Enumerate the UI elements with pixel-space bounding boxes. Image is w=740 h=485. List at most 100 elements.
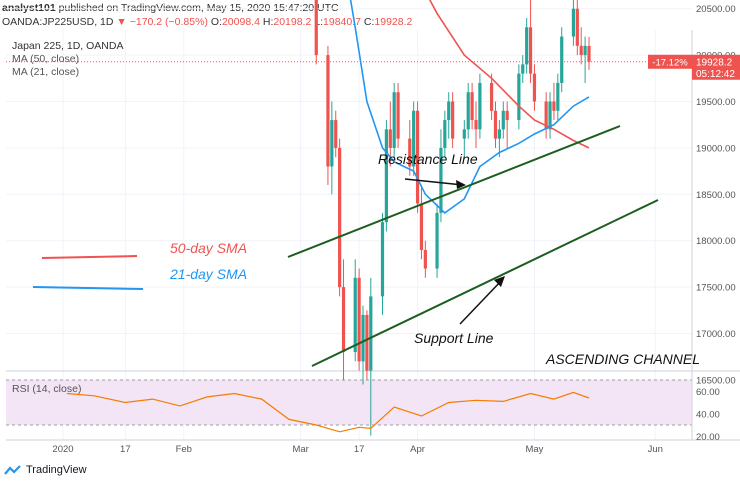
candle-body [361, 314, 365, 362]
symbol-label: OANDA:JP225USD, 1D [2, 16, 114, 28]
resistance-arrow [404, 178, 464, 186]
candle [412, 101, 416, 176]
candle [357, 268, 361, 371]
candle-body [314, 0, 318, 56]
support-arrow-head-icon [494, 276, 505, 287]
candle [556, 73, 560, 121]
legend-ma21: MA (21, close) [12, 66, 79, 78]
badge-countdown: 05:12:42 [696, 69, 735, 80]
candle-body [497, 129, 501, 139]
candle [532, 64, 537, 111]
candles [314, 0, 591, 436]
candle-body [521, 64, 525, 74]
candle-body [544, 101, 548, 130]
candle [517, 64, 521, 130]
low-label: L: [314, 16, 324, 28]
candle-body [447, 101, 451, 121]
time-tick-label: Jun [648, 444, 663, 455]
price-tick-label: 19500.00 [696, 97, 736, 108]
high-value: 20198.2 [273, 16, 312, 28]
badge-percent: -17.12% [652, 57, 688, 68]
candle [579, 27, 583, 65]
ma21-line [349, 0, 590, 214]
rsi-label: RSI (14, close) [12, 383, 81, 395]
close-value: 19928.2 [374, 16, 413, 28]
candle [462, 120, 466, 158]
time-tick-label: May [525, 444, 543, 455]
candle [443, 110, 447, 158]
candle [423, 240, 427, 278]
candle [392, 82, 396, 158]
legend-ma50: MA (50, close) [12, 53, 79, 65]
candle [501, 101, 505, 139]
low-value: 19840.7 [323, 16, 361, 28]
support-label: Support Line [414, 330, 494, 346]
candle-body [532, 73, 537, 102]
candle-body [451, 101, 455, 139]
candle-body [330, 120, 334, 167]
candle-body [528, 27, 533, 74]
candle-body [579, 45, 583, 56]
time-tick-label: 2020 [52, 444, 73, 455]
candle [396, 82, 400, 148]
candle [451, 92, 455, 148]
price-tick-label: 20500.00 [696, 4, 736, 15]
candle-body [466, 92, 470, 130]
time-tick-label: Mar [292, 444, 308, 455]
price-tick-label: 17500.00 [696, 283, 736, 294]
candle [334, 110, 338, 158]
candle-body [470, 92, 474, 121]
candle-body [357, 277, 361, 362]
rsi-axis: 20.00 40.00 60.00 [696, 387, 720, 443]
candle [548, 92, 552, 139]
price-tick-label: 17000.00 [696, 329, 736, 340]
candle [361, 305, 365, 385]
candle [571, 0, 576, 46]
rsi-tick-label: 20.00 [696, 432, 720, 443]
candle [435, 203, 439, 278]
candle [489, 73, 494, 121]
candle-body [462, 129, 466, 139]
price-tick-label: 18000.00 [696, 236, 736, 247]
channel-label: ASCENDING CHANNEL [545, 351, 700, 367]
candle-body [423, 249, 427, 269]
candle [380, 212, 385, 315]
price-tick-label: 16500.00 [696, 375, 736, 386]
legend-sma21-swatch [32, 286, 144, 290]
candle [326, 45, 330, 186]
tradingview-footer[interactable]: TradingView [4, 464, 87, 476]
candle-body [435, 212, 439, 269]
candle-body [415, 110, 420, 204]
rsi-band [6, 380, 692, 425]
candle-body [571, 8, 576, 37]
candle [525, 17, 529, 74]
ohlc-readout: OANDA:JP225USD, 1D ▼ −170.2 (−0.85%) O:2… [2, 16, 412, 28]
candle [388, 101, 392, 167]
candle [408, 120, 412, 176]
legend-sma50-swatch [41, 255, 138, 259]
candle-body [505, 110, 509, 121]
candle-body [583, 45, 587, 56]
candle-body [587, 45, 591, 62]
candle-body [353, 277, 357, 353]
candle-body [443, 120, 447, 148]
candle [341, 259, 346, 380]
candle [583, 36, 587, 83]
candle-body [548, 101, 552, 130]
chart-svg: 50-day SMA 21-day SMA Resistance Line Su… [6, 0, 740, 455]
candle [544, 92, 548, 139]
candle-body [384, 129, 388, 223]
author-name: analyst101 [2, 2, 56, 14]
candle-body [412, 110, 416, 167]
support-arrow [459, 279, 503, 325]
down-arrow-icon: ▼ [116, 16, 127, 28]
legend-title: Japan 225, 1D, OANDA [12, 40, 123, 52]
rsi-tick-label: 40.00 [696, 409, 720, 420]
time-tick-label: 17 [354, 444, 365, 455]
sma21-annotation: 21-day SMA [169, 266, 247, 282]
open-label: O: [210, 16, 222, 28]
candle-body [408, 138, 412, 167]
candle [384, 120, 388, 232]
time-tick-label: 17 [120, 444, 131, 455]
candle [466, 82, 470, 139]
